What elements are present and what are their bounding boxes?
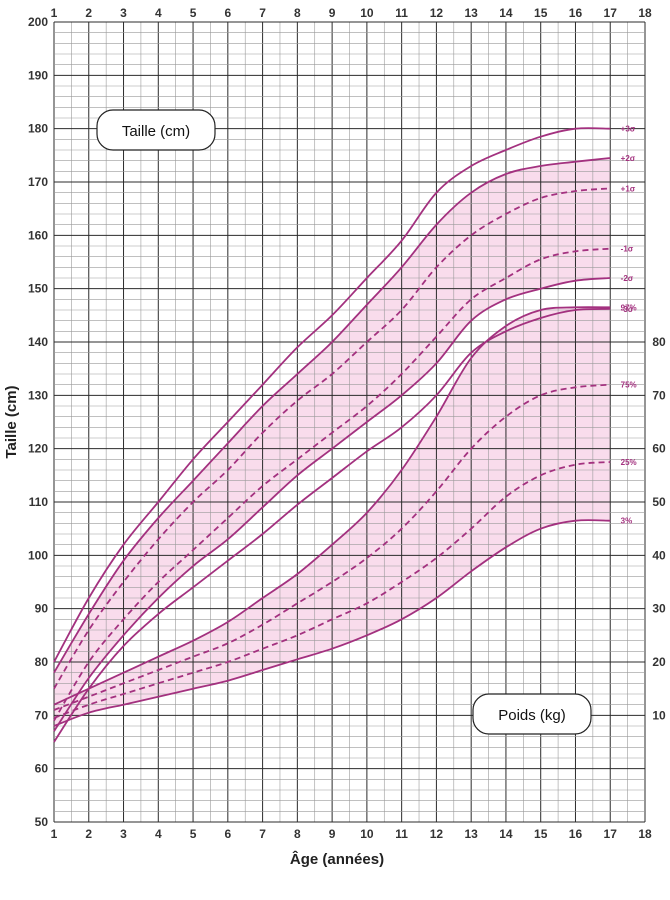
x-tick-label-top: 10 xyxy=(360,6,374,20)
y-left-tick-label: 170 xyxy=(28,175,48,189)
x-tick-label-top: 13 xyxy=(464,6,478,20)
x-tick-label-top: 3 xyxy=(120,6,127,20)
weight-label-box: Poids (kg) xyxy=(472,693,592,735)
y-left-tick-label: 200 xyxy=(28,15,48,29)
weight-curve-0 xyxy=(53,306,611,706)
x-tick-label-top: 4 xyxy=(155,6,162,20)
x-tick-label-top: 16 xyxy=(569,6,583,20)
x-tick-label-bottom: 5 xyxy=(190,827,197,841)
x-tick-label-bottom: 3 xyxy=(120,827,127,841)
y-left-tick-label: 60 xyxy=(35,762,49,776)
grid xyxy=(53,21,646,823)
y-right-tick-label: 30 xyxy=(652,602,666,616)
x-tick-label-bottom: 4 xyxy=(155,827,162,841)
x-tick-label-top: 8 xyxy=(294,6,301,20)
x-tick-label-bottom: 6 xyxy=(224,827,231,841)
y-left-tick-label: 110 xyxy=(29,495,49,509)
x-tick-label-top: 1 xyxy=(51,6,58,20)
x-tick-label-bottom: 18 xyxy=(638,827,652,841)
weight-curve-3 xyxy=(53,519,611,727)
x-tick-label-bottom: 10 xyxy=(360,827,374,841)
y-right-tick-label: 80 xyxy=(652,335,666,349)
x-tick-label-bottom: 9 xyxy=(329,827,336,841)
x-tick-label-top: 14 xyxy=(499,6,513,20)
y-right-tick-label: 50 xyxy=(652,495,666,509)
curve-end-label: 25% xyxy=(621,458,637,467)
y-left-tick-label: 160 xyxy=(28,228,48,242)
x-tick-label-bottom: 16 xyxy=(569,827,583,841)
x-tick-label-bottom: 1 xyxy=(51,827,58,841)
x-tick-label-bottom: 2 xyxy=(85,827,92,841)
y-left-tick-label: 120 xyxy=(28,442,48,456)
y-right-tick-label: 60 xyxy=(652,442,666,456)
y-left-tick-label: 130 xyxy=(28,388,48,402)
y-left-tick-label: 180 xyxy=(28,122,48,136)
growth-curves xyxy=(53,127,611,743)
y-left-tick-label: 80 xyxy=(35,655,49,669)
y-right-tick-label: 20 xyxy=(652,655,666,669)
height-curve-5 xyxy=(53,308,611,743)
x-tick-label-bottom: 14 xyxy=(499,827,513,841)
x-tick-label-top: 7 xyxy=(259,6,266,20)
x-tick-label-top: 11 xyxy=(395,6,408,20)
x-tick-label-top: 17 xyxy=(604,6,618,20)
y-left-tick-label: 150 xyxy=(28,282,48,296)
y-left-tick-label: 190 xyxy=(28,68,48,82)
y-left-tick-label: 140 xyxy=(28,335,48,349)
curve-end-label: 3% xyxy=(621,517,633,526)
weight-label-text: Poids (kg) xyxy=(498,707,566,724)
x-axis-title: Âge (années) xyxy=(290,850,384,868)
curve-end-label: 97% xyxy=(621,303,637,312)
height-label-frame xyxy=(96,109,216,151)
x-tick-label-top: 15 xyxy=(534,6,548,20)
y-left-tick-label: 90 xyxy=(35,602,49,616)
x-tick-label-bottom: 15 xyxy=(534,827,548,841)
curve-end-label: -1σ xyxy=(621,245,634,254)
y-right-tick-label: 10 xyxy=(652,708,666,722)
x-tick-label-bottom: 12 xyxy=(430,827,444,841)
y-axis-title: Taille (cm) xyxy=(3,385,20,458)
x-tick-label-bottom: 7 xyxy=(259,827,266,841)
weight-label-frame xyxy=(472,693,592,735)
y-right-tick-label: 40 xyxy=(652,548,666,562)
curve-end-label: +1σ xyxy=(621,184,636,193)
x-tick-label-top: 6 xyxy=(224,6,231,20)
height-curve-2 xyxy=(53,187,611,690)
x-tick-label-bottom: 8 xyxy=(294,827,301,841)
x-tick-label-bottom: 17 xyxy=(604,827,618,841)
weight-curve-2 xyxy=(53,461,611,719)
height-curve-4 xyxy=(53,277,611,732)
curve-end-label: +3σ xyxy=(621,125,636,134)
curve-end-label: +2σ xyxy=(621,154,636,163)
y-right-tick-label: 70 xyxy=(652,388,666,402)
tick-labels: 1122334455667788991010111112121313141415… xyxy=(28,6,666,841)
y-left-tick-label: 100 xyxy=(28,548,48,562)
height-curve-3 xyxy=(53,247,611,722)
x-tick-label-bottom: 13 xyxy=(464,827,478,841)
height-label-box: Taille (cm) xyxy=(96,109,216,151)
x-tick-label-bottom: 11 xyxy=(395,827,408,841)
curve-end-label: -3σ xyxy=(621,305,634,314)
x-tick-label-top: 12 xyxy=(430,6,444,20)
x-tick-label-top: 18 xyxy=(638,6,652,20)
x-tick-label-top: 5 xyxy=(190,6,197,20)
curve-end-label: -2σ xyxy=(621,274,634,283)
height-label-text: Taille (cm) xyxy=(122,123,190,140)
y-left-tick-label: 70 xyxy=(35,708,49,722)
x-tick-label-top: 9 xyxy=(329,6,336,20)
height-curve-0 xyxy=(53,127,611,663)
x-tick-label-top: 2 xyxy=(85,6,92,20)
height-curve-1 xyxy=(53,157,611,674)
y-left-tick-label: 50 xyxy=(35,815,49,829)
curve-end-label: 75% xyxy=(621,381,637,390)
weight-curve-1 xyxy=(53,383,611,711)
